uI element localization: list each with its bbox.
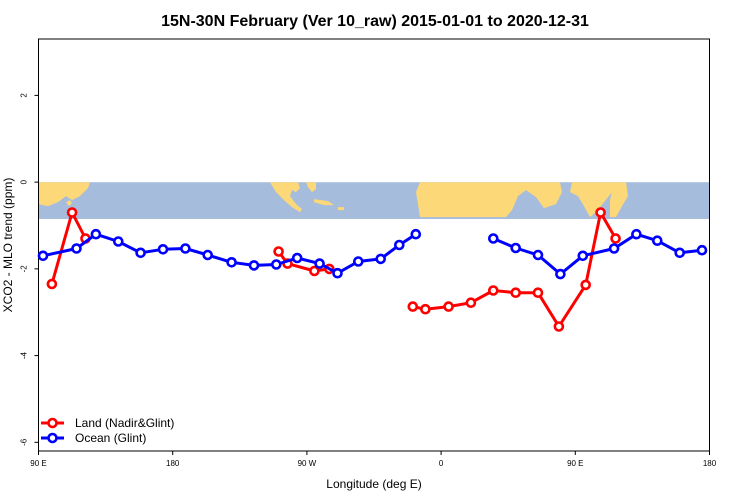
data-point-land xyxy=(580,279,592,291)
data-point-land xyxy=(465,297,477,309)
data-point-ocean xyxy=(226,256,237,268)
series-land-line xyxy=(412,211,617,328)
x-axis-label: Longitude (deg E) xyxy=(326,477,421,491)
data-point-ocean xyxy=(631,228,642,240)
data-point-ocean xyxy=(352,256,364,267)
data-point-land xyxy=(273,246,284,257)
map-land xyxy=(38,182,628,218)
data-point-ocean xyxy=(608,243,620,254)
data-point-ocean xyxy=(202,249,213,261)
data-point-land xyxy=(610,233,621,244)
data-point-ocean xyxy=(332,267,343,279)
data-point-ocean xyxy=(270,259,282,270)
data-point-ocean xyxy=(393,239,405,251)
land-asia-west xyxy=(38,182,90,207)
data-point-ocean xyxy=(532,249,544,261)
x-tick-label: 180 xyxy=(166,459,180,468)
y-tick-label: -2 xyxy=(20,265,29,273)
legend: Land (Nadir&Glint) Ocean (Glint) xyxy=(41,416,174,445)
data-point-ocean xyxy=(248,260,260,271)
x-tick-label: 90 E xyxy=(30,459,46,468)
data-point-ocean xyxy=(113,236,124,247)
data-point-land xyxy=(510,287,522,299)
data-point-ocean xyxy=(90,228,102,240)
legend-ocean-label: Ocean (Glint) xyxy=(75,431,146,445)
world-map-band xyxy=(38,182,710,219)
series-ocean-line xyxy=(42,232,417,275)
y-axis: 2 0 -2 -4 -6 xyxy=(20,93,39,446)
data-point-land xyxy=(66,207,78,218)
x-tick-label: 180 xyxy=(703,459,717,468)
legend-land-marker xyxy=(47,417,58,429)
data-point-ocean xyxy=(410,228,422,240)
y-tick-label: 0 xyxy=(20,179,29,184)
data-point-land xyxy=(553,321,565,332)
x-tick-label: 90 W xyxy=(298,459,317,468)
y-tick-label: -4 xyxy=(20,351,29,359)
land-mexico xyxy=(270,182,302,213)
land-india xyxy=(570,182,614,218)
data-point-land xyxy=(595,207,606,218)
land-africa-arabia xyxy=(416,182,562,218)
data-point-ocean xyxy=(375,253,387,265)
land-cuba xyxy=(314,199,334,206)
chart-title: 15N-30N February (Ver 10_raw) 2015-01-01… xyxy=(161,13,589,30)
land-indochina xyxy=(610,182,628,218)
x-tick-label: 90 E xyxy=(567,459,583,468)
legend-item-ocean: Ocean (Glint) xyxy=(41,431,146,445)
data-point-ocean xyxy=(696,244,708,256)
series-ocean-line xyxy=(492,232,703,276)
data-point-ocean xyxy=(157,244,169,255)
data-point-ocean xyxy=(651,235,663,246)
land-caribbean xyxy=(338,207,344,211)
data-point-land xyxy=(532,287,544,299)
data-point-ocean xyxy=(510,242,522,254)
data-point-ocean xyxy=(180,243,191,254)
data-point-ocean xyxy=(674,247,686,259)
x-tick-label: 0 xyxy=(439,459,444,468)
data-point-ocean xyxy=(135,247,146,259)
data-point-ocean xyxy=(291,252,303,264)
legend-item-land: Land (Nadir&Glint) xyxy=(41,416,174,430)
x-axis: 90 E 180 90 W 0 90 E 180 xyxy=(30,451,717,468)
data-point-ocean xyxy=(71,243,82,254)
y-tick-label: 2 xyxy=(20,93,29,98)
land-taiwan xyxy=(66,200,72,207)
data-point-land xyxy=(309,265,320,277)
data-point-land xyxy=(487,285,499,296)
plot-frame xyxy=(38,38,710,452)
y-axis-label: XCO2 - MLO trend (ppm) xyxy=(1,178,15,313)
series-ocean xyxy=(37,228,708,280)
data-point-ocean xyxy=(314,258,325,269)
data-point-land xyxy=(407,301,419,312)
land-florida xyxy=(306,182,316,193)
series-land-line xyxy=(277,250,330,273)
y-tick-label: -6 xyxy=(20,438,29,446)
data-point-land xyxy=(420,303,431,315)
data-point-ocean xyxy=(487,233,499,244)
data-point-land xyxy=(443,301,454,312)
data-point-ocean xyxy=(555,268,566,280)
series-layer xyxy=(37,207,708,332)
legend-ocean-marker xyxy=(47,432,58,444)
data-point-ocean xyxy=(577,250,589,262)
data-point-ocean xyxy=(37,250,49,262)
data-point-land xyxy=(46,278,58,290)
legend-land-label: Land (Nadir&Glint) xyxy=(75,416,174,430)
